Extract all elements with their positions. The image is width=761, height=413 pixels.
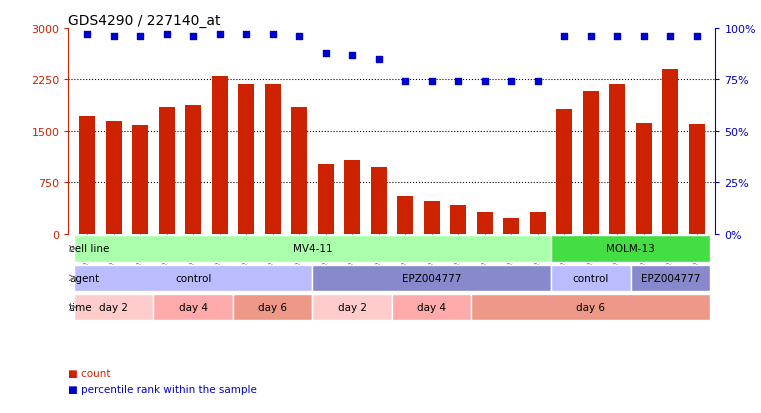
Bar [397, 197, 413, 234]
Text: time: time [69, 302, 93, 313]
Point [691, 34, 703, 40]
Point [240, 32, 252, 38]
Point [479, 79, 491, 85]
Text: GDS4290 / 227140_at: GDS4290 / 227140_at [68, 14, 221, 28]
Text: EPZ004777: EPZ004777 [641, 273, 700, 283]
Bar [185, 106, 201, 234]
Point [425, 79, 438, 85]
Text: day 6: day 6 [576, 302, 605, 313]
Bar [610, 85, 626, 234]
Text: MV4-11: MV4-11 [292, 244, 333, 254]
Bar [265, 85, 281, 234]
Bar [158, 108, 174, 234]
Bar [662, 70, 678, 234]
Bar [551, 265, 631, 291]
Point [452, 79, 464, 85]
Bar [689, 125, 705, 234]
Point [611, 34, 623, 40]
Text: day 2: day 2 [99, 302, 128, 313]
Text: day 4: day 4 [417, 302, 446, 313]
Bar [556, 109, 572, 234]
Bar [451, 205, 466, 234]
Bar [424, 201, 440, 234]
Text: day 6: day 6 [258, 302, 287, 313]
Bar [551, 236, 710, 262]
Bar [392, 294, 472, 320]
Point [584, 34, 597, 40]
Bar [530, 213, 546, 234]
Bar [106, 121, 122, 234]
Point [346, 52, 358, 59]
Point [373, 57, 385, 63]
Text: control: control [175, 273, 212, 283]
Bar [312, 294, 392, 320]
Point [187, 34, 199, 40]
Point [664, 34, 677, 40]
Bar [74, 265, 312, 291]
Bar [631, 265, 710, 291]
Text: agent: agent [69, 273, 99, 283]
Bar [233, 294, 312, 320]
Point [399, 79, 411, 85]
Point [107, 34, 119, 40]
Bar [583, 92, 599, 234]
Bar [503, 218, 519, 234]
Bar [371, 167, 387, 234]
Point [532, 79, 544, 85]
Bar [291, 108, 307, 234]
Text: control: control [572, 273, 609, 283]
Point [81, 32, 93, 38]
Bar [79, 116, 95, 234]
Text: cell line: cell line [69, 244, 110, 254]
Bar [476, 213, 492, 234]
Bar [472, 294, 710, 320]
Bar [153, 294, 233, 320]
Point [293, 34, 305, 40]
Text: MOLM-13: MOLM-13 [606, 244, 655, 254]
Text: day 4: day 4 [179, 302, 208, 313]
Point [266, 32, 279, 38]
Bar [635, 123, 651, 234]
Point [505, 79, 517, 85]
Point [638, 34, 650, 40]
Bar [212, 77, 228, 234]
Point [558, 34, 570, 40]
Point [161, 32, 173, 38]
Bar [344, 160, 360, 234]
Point [134, 34, 146, 40]
Bar [74, 236, 551, 262]
Point [320, 50, 332, 57]
Text: EPZ004777: EPZ004777 [402, 273, 461, 283]
Text: ■ percentile rank within the sample: ■ percentile rank within the sample [68, 385, 257, 394]
Bar [317, 164, 333, 234]
Point [214, 32, 226, 38]
Text: ■ count: ■ count [68, 368, 111, 378]
Bar [132, 126, 148, 234]
Text: day 2: day 2 [338, 302, 367, 313]
Bar [238, 85, 254, 234]
Bar [74, 294, 153, 320]
Bar [312, 265, 551, 291]
